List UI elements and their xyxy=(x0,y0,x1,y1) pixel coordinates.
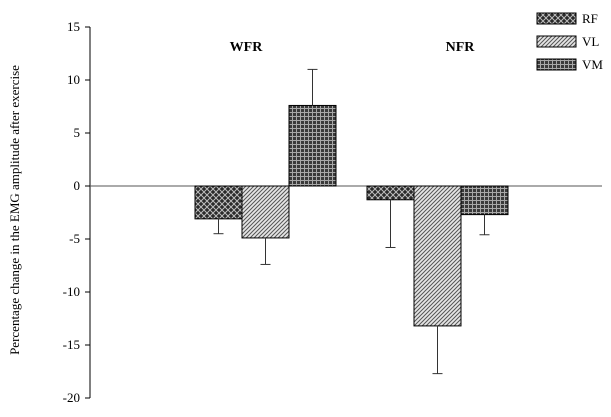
legend-swatch-vm xyxy=(536,58,577,71)
y-tick-label: -15 xyxy=(63,337,80,352)
legend-swatch-rf xyxy=(536,12,577,25)
y-tick-label: 10 xyxy=(67,72,80,87)
bars-layer xyxy=(194,104,509,327)
y-tick-label: -20 xyxy=(63,390,80,405)
error-bars-layer xyxy=(213,68,490,375)
y-axis: 15 10 5 0 -5 -10 -15 -20 xyxy=(63,19,91,405)
legend-label-vl: VL xyxy=(582,34,599,49)
y-tick-label: 5 xyxy=(74,125,81,140)
bar-rf-nfr xyxy=(366,185,415,201)
y-tick-label: -10 xyxy=(63,284,80,299)
y-tick-label: 15 xyxy=(67,19,80,34)
legend-label-vm: VM xyxy=(582,57,603,72)
legend-label-rf: RF xyxy=(582,11,598,26)
legend: RF VL VM xyxy=(536,11,603,72)
bar-vl-wfr xyxy=(241,185,290,239)
group-label-nfr: NFR xyxy=(446,40,476,55)
bar-vl-nfr xyxy=(413,185,462,327)
legend-swatch-vl xyxy=(536,35,577,48)
bar-vm-wfr xyxy=(288,104,337,187)
bar-rf-wfr xyxy=(194,185,243,220)
y-axis-label: Percentage change in the EMG amplitude a… xyxy=(7,65,22,355)
y-tick-label: -5 xyxy=(69,231,80,246)
group-label-wfr: WFR xyxy=(230,40,264,55)
group-labels: WFR NFR xyxy=(230,40,476,55)
y-tick-label: 0 xyxy=(74,178,81,193)
bar-vm-nfr xyxy=(460,185,509,216)
